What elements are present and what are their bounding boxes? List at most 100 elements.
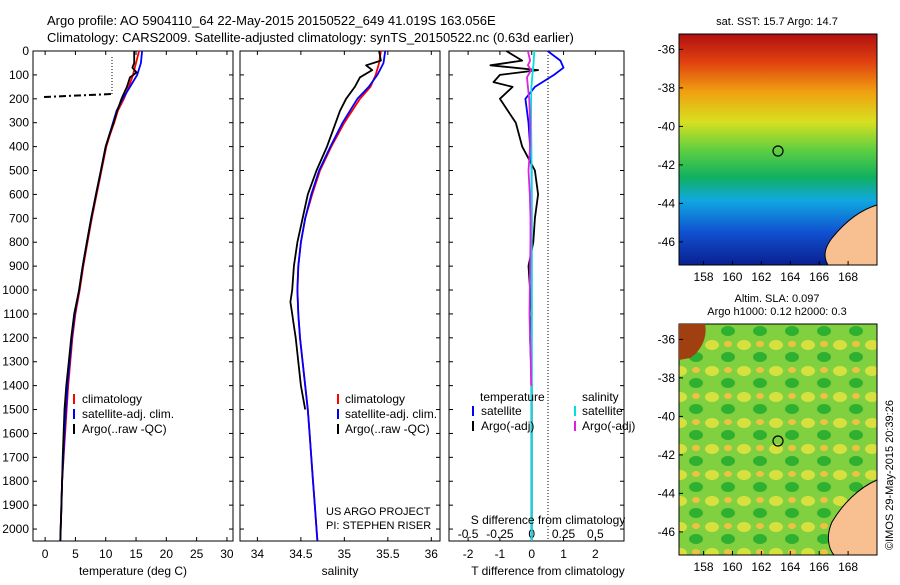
- series-layer: [59, 50, 565, 542]
- lon-tick-label: 168: [838, 560, 858, 574]
- legend-title-temperature: temperature: [480, 390, 545, 404]
- legend-label: climatology: [345, 392, 405, 406]
- x-tick-label: -1: [495, 547, 506, 561]
- legend-title-salinity: salinity: [582, 390, 619, 404]
- lat-tick-label: -36: [658, 332, 676, 346]
- header-line-1: Argo profile: AO 5904110_64 22-May-2015 …: [47, 13, 496, 28]
- s-tick-label: 0.5: [587, 527, 604, 541]
- x-tick-label: 34: [251, 547, 265, 561]
- sla-lat-ticks: -36 -38 -40 -42 -44 -46: [658, 332, 683, 539]
- depth-tick-label: 600: [9, 187, 29, 201]
- lat-tick-label: -46: [658, 235, 676, 249]
- sla-map-title-2: Argo h1000: 0.12 h2000: 0.3: [707, 306, 846, 318]
- depth-tick-label: 0: [22, 44, 29, 58]
- depth-axis: 0 100 200 300 400 500 600 700 800 900 1000 1100 1200…: [2, 44, 624, 536]
- x-tick-label: 36: [425, 547, 439, 561]
- depth-tick-label: 900: [9, 259, 29, 273]
- legend-label: satellite: [582, 404, 623, 418]
- salinity-axes: [239, 50, 441, 542]
- difference-top-label: S difference from climatology: [471, 513, 626, 527]
- lon-tick-label: 160: [722, 270, 742, 284]
- sst-map-title: sat. SST: 15.7 Argo: 14.7: [716, 16, 838, 28]
- lat-tick-label: -46: [658, 525, 676, 539]
- lat-tick-label: -38: [658, 81, 676, 95]
- depth-tick-label: 300: [9, 116, 29, 130]
- header-line-2: Climatology: CARS2009. Satellite-adjuste…: [47, 30, 574, 45]
- x-tick-label: 5: [72, 547, 79, 561]
- sla-map: [678, 323, 878, 556]
- salinity-legend: climatology satellite-adj. clim. Argo(..…: [337, 392, 437, 436]
- s-tick-label: -0.5: [458, 527, 479, 541]
- depth-tick-label: 1100: [3, 307, 29, 321]
- series-salinity-satellite: [530, 50, 536, 541]
- depth-tick-label: 1900: [2, 498, 29, 512]
- lon-tick-label: 162: [751, 560, 771, 574]
- credit-pi: PI: STEPHEN RISER: [326, 520, 431, 532]
- depth-tick-label: 2000: [2, 522, 29, 536]
- legend-label: satellite-adj. clim.: [82, 407, 174, 421]
- sst-field: [678, 33, 878, 266]
- x-tick-label: 10: [99, 547, 113, 561]
- sla-lon-ticks: 158 160 162 164 166 168: [694, 551, 858, 574]
- legend-label: satellite: [481, 404, 522, 418]
- lon-tick-label: 160: [722, 560, 742, 574]
- lat-tick-label: -40: [658, 119, 676, 133]
- land-mass: [824, 204, 878, 266]
- difference-legend: temperature salinity satellite Argo(-adj…: [472, 390, 635, 433]
- lat-tick-label: -42: [658, 448, 676, 462]
- s-tick-label: 0.25: [552, 527, 576, 541]
- x-tick-label: 1: [560, 547, 567, 561]
- credit-project: US ARGO PROJECT: [326, 506, 431, 518]
- temperature-x-axis: 0 5 10 15 20 25 30: [42, 51, 234, 561]
- sst-map: [678, 33, 878, 266]
- x-tick-label: 35.5: [376, 547, 400, 561]
- lat-tick-label: -44: [658, 486, 676, 500]
- lon-tick-label: 164: [780, 270, 800, 284]
- lat-tick-label: -38: [658, 371, 676, 385]
- x-tick-label: 0: [42, 547, 49, 561]
- x-tick-label: 20: [160, 547, 174, 561]
- lon-tick-label: 166: [809, 560, 829, 574]
- x-tick-label: 2: [592, 547, 599, 561]
- depth-tick-label: 100: [9, 68, 29, 82]
- sla-high-patch: [679, 324, 706, 360]
- salinity-x-axis: 34 34.5 35 35.5 36: [251, 51, 439, 561]
- lon-tick-label: 158: [694, 270, 714, 284]
- legend-label: climatology: [82, 392, 142, 406]
- float-location-marker: [772, 435, 784, 447]
- temperature-xlabel: temperature (deg C): [79, 564, 187, 578]
- salinity-xlabel: salinity: [322, 564, 359, 578]
- lon-tick-label: 162: [751, 270, 771, 284]
- lat-tick-label: -42: [658, 158, 676, 172]
- land-mass: [827, 479, 878, 556]
- lat-tick-label: -40: [658, 409, 676, 423]
- x-tick-label: 25: [190, 547, 204, 561]
- depth-tick-label: 1300: [2, 355, 29, 369]
- temperature-axes: [32, 50, 234, 542]
- imos-stamp: ©IMOS 29-May-2015 20:39:26: [884, 400, 896, 550]
- depth-tick-label: 1200: [2, 331, 29, 345]
- depth-tick-label: 1500: [2, 403, 29, 417]
- s-tick-label: -0.25: [486, 527, 514, 541]
- legend-label: Argo(..raw -QC): [345, 422, 430, 436]
- depth-tick-label: 1000: [2, 283, 29, 297]
- lat-tick-label: -36: [658, 42, 676, 56]
- series-salinity-argo-adj-: [526, 50, 532, 386]
- difference-axes: [448, 50, 625, 542]
- sla-map-title-1: Altim. SLA: 0.097: [735, 293, 820, 305]
- x-tick-label: 15: [129, 547, 143, 561]
- lon-tick-label: 166: [809, 270, 829, 284]
- sst-lon-ticks: 158 160 162 164 166 168: [694, 261, 858, 284]
- x-tick-label: 30: [220, 547, 234, 561]
- argo-flag-line: [43, 93, 113, 98]
- lat-tick-label: -44: [658, 196, 676, 210]
- legend-label: Argo(..raw -QC): [82, 422, 167, 436]
- depth-tick-label: 1800: [2, 474, 29, 488]
- lon-tick-label: 164: [780, 560, 800, 574]
- x-tick-label: 0: [528, 547, 535, 561]
- legend-label: Argo(-adj): [582, 419, 635, 433]
- series-argo-raw-qc-: [289, 50, 382, 410]
- depth-tick-label: 1700: [2, 450, 29, 464]
- depth-tick-label: 1400: [2, 379, 29, 393]
